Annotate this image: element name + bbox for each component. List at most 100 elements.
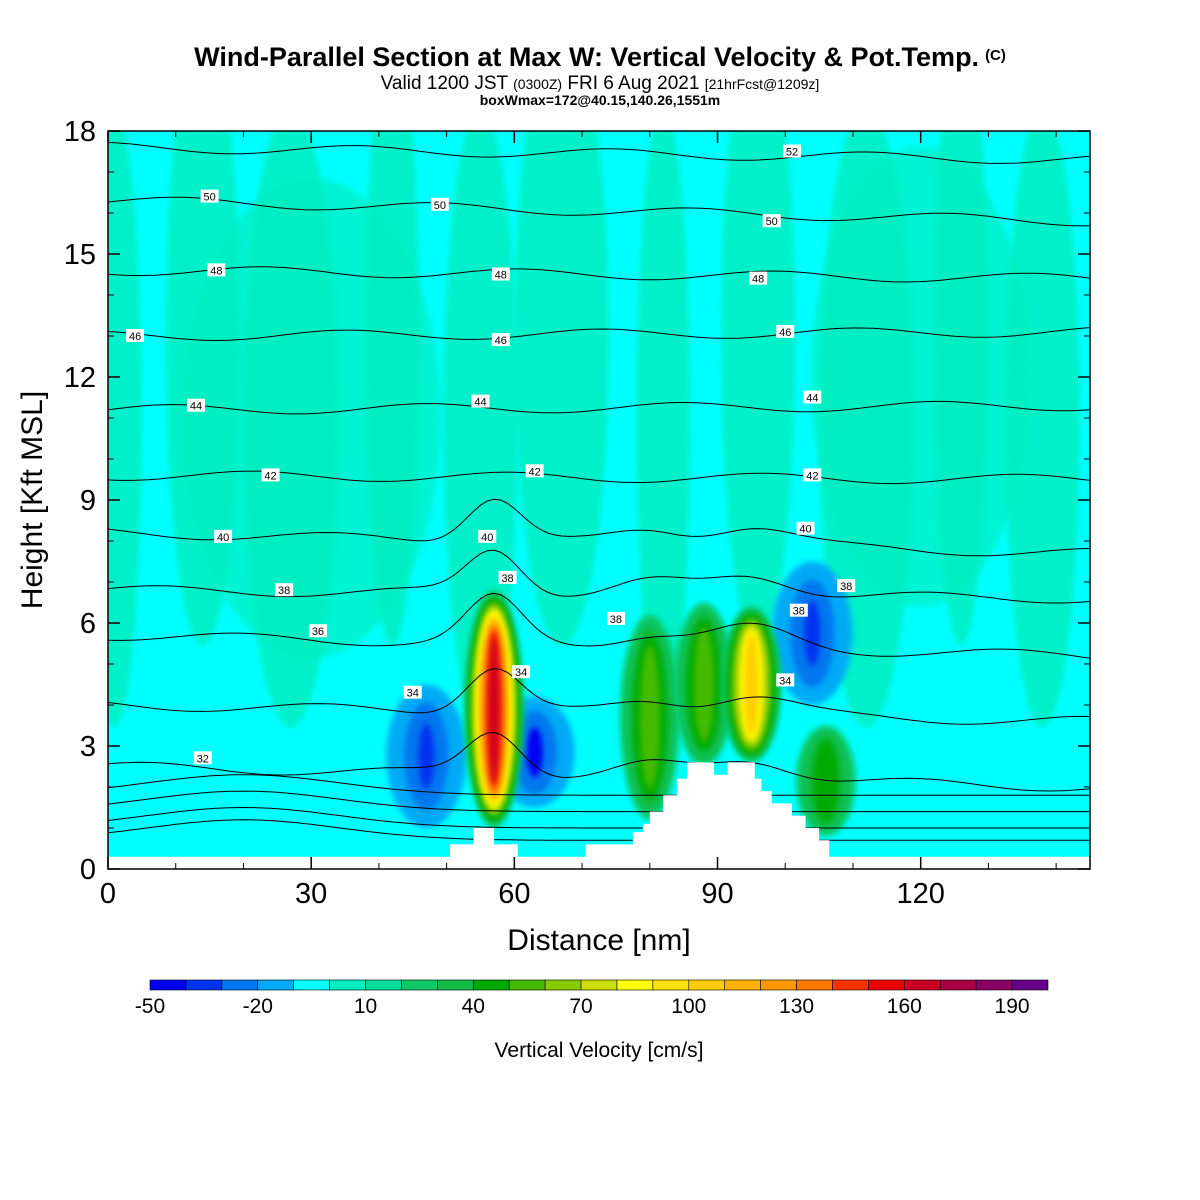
valid-date: FRI 6 Aug 2021 — [567, 73, 700, 94]
valid-time-line: Valid 1200 JST (0300Z) FRI 6 Aug 2021 [2… — [0, 73, 1200, 95]
contour-label-box — [803, 390, 822, 404]
colorbar-tick-label: 190 — [995, 995, 1030, 1018]
contour-label: 48 — [210, 265, 222, 277]
contour-label: 38 — [501, 573, 513, 585]
colorbar-swatch — [1011, 979, 1049, 991]
contour-label: 40 — [799, 524, 811, 536]
contour-label: 46 — [129, 331, 141, 343]
colorbar-tick-label: 100 — [671, 995, 706, 1018]
y-tick-label: 0 — [80, 854, 96, 886]
colorbar-swatch — [365, 979, 402, 991]
colorbar-swatch — [329, 979, 366, 991]
y-tick-label: 3 — [80, 731, 96, 763]
contour-label-box — [126, 329, 145, 342]
contour-label-box — [214, 529, 233, 543]
x-tick-label: 90 — [701, 878, 733, 910]
colorbar-swatch — [760, 979, 797, 991]
contour-label-box — [749, 271, 768, 285]
theta-contour-line — [108, 142, 1090, 164]
chart-title: Wind-Parallel Section at Max W: Vertical… — [0, 42, 1200, 73]
contour-label: 34 — [407, 688, 419, 700]
weak-updraft-region — [514, 131, 610, 646]
contour-label: 36 — [312, 626, 324, 638]
colorbar-swatch — [939, 979, 977, 991]
colorbar-swatch — [580, 979, 618, 991]
contour-label-box — [796, 521, 815, 535]
contour-label-box — [783, 144, 802, 158]
y-tick-label: 6 — [80, 608, 96, 640]
contour-label: 34 — [515, 667, 527, 679]
colorbar-tick-label: -50 — [135, 995, 165, 1018]
contour-label-box — [200, 189, 219, 203]
colorbar-swatch — [185, 979, 223, 991]
x-axis-label: Distance [nm] — [507, 924, 690, 957]
title-mark: (C) — [985, 47, 1006, 64]
updraft-contour-band — [488, 634, 500, 784]
contour-label: 50 — [434, 200, 446, 212]
contour-label: 50 — [203, 192, 215, 204]
downdraft-peak — [526, 727, 543, 778]
contour-label: 44 — [474, 397, 486, 409]
colorbar-swatch — [508, 979, 546, 991]
forecast-info: [21hrFcst@1209z] — [704, 76, 820, 92]
colorbar-tick-label: -20 — [243, 995, 273, 1018]
contour-label: 40 — [481, 532, 493, 544]
colorbar-swatch — [149, 979, 187, 991]
weak-updraft-region — [108, 131, 142, 728]
colorbar-tick-label: 160 — [887, 995, 922, 1018]
contour-label-box — [207, 263, 226, 277]
contour-label: 44 — [190, 401, 202, 413]
weak-updraft-region — [810, 147, 1031, 607]
theta-contour-line — [108, 592, 1090, 659]
theta-contour-line — [108, 819, 1090, 841]
box-wmax-info: boxWmax=172@40.15,140.26,1551m — [479, 92, 721, 108]
colorbar-tick-label: 40 — [462, 995, 485, 1018]
contour-label-box — [187, 398, 206, 412]
updraft-contour-band — [639, 645, 660, 790]
colorbar-swatch — [293, 979, 330, 991]
contour-label-box — [776, 324, 795, 338]
updraft-contour-band — [746, 636, 757, 733]
contour-label-box — [837, 579, 856, 593]
y-tick-label: 9 — [80, 485, 96, 517]
contour-label: 34 — [779, 675, 791, 687]
contour-label: 38 — [610, 614, 622, 626]
contour-label: 38 — [278, 585, 290, 597]
field-layer: 50 50 50 52 48 48 48 46 46 46 44 44 44 42 42 42 40 40 40 38… — [108, 131, 1090, 869]
valid-prefix: Valid 1200 JST — [380, 73, 508, 94]
colorbar-swatch — [796, 979, 833, 991]
weak-updraft-region — [1005, 131, 1080, 728]
colorbar-tick-label: 130 — [779, 995, 814, 1018]
theta-contour-line — [108, 668, 1090, 725]
colorbar-tick-label: 10 — [354, 995, 377, 1018]
theta-contour-line — [108, 790, 1090, 813]
contour-label: 46 — [495, 335, 507, 347]
colorbar-swatch — [616, 979, 654, 991]
theta-contour-line — [108, 498, 1090, 557]
contour-label-box — [491, 267, 510, 281]
contour-label: 38 — [793, 606, 805, 618]
colorbar-swatch — [472, 979, 510, 991]
colorbar-label: Vertical Velocity [cm/s] — [495, 1039, 704, 1062]
contour-label: 52 — [786, 147, 798, 159]
contour-label: 42 — [264, 470, 276, 482]
contour-label-box — [430, 197, 449, 211]
colorbar-swatch — [437, 979, 474, 991]
colorbar-swatch — [688, 979, 726, 991]
contour-label: 48 — [752, 274, 764, 286]
x-tick-label: 120 — [896, 878, 944, 910]
y-tick-label: 12 — [64, 362, 96, 394]
contour-label-box — [762, 214, 781, 228]
terrain-profile — [108, 762, 1090, 869]
colorbar-swatch — [904, 979, 941, 991]
x-tick-label: 30 — [295, 878, 327, 910]
x-tick-label: 60 — [498, 878, 530, 910]
contour-label-box — [512, 665, 531, 679]
downdraft-peak — [418, 723, 435, 789]
contour-label-box — [261, 468, 280, 482]
contour-label: 42 — [529, 466, 541, 478]
theta-contour-line — [108, 731, 1090, 792]
theta-contour-line — [108, 266, 1090, 283]
theta-contour-line — [108, 806, 1090, 829]
